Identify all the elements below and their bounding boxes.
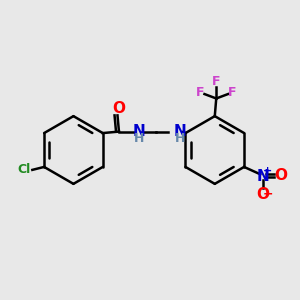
Text: Cl: Cl bbox=[18, 164, 31, 176]
Text: N: N bbox=[256, 169, 269, 184]
Text: O: O bbox=[274, 168, 287, 183]
Text: +: + bbox=[263, 166, 273, 176]
Text: F: F bbox=[196, 86, 205, 99]
Text: F: F bbox=[228, 86, 236, 99]
Text: H: H bbox=[134, 132, 144, 145]
Text: N: N bbox=[132, 124, 145, 139]
Text: −: − bbox=[263, 187, 273, 200]
Text: H: H bbox=[175, 132, 185, 145]
Text: N: N bbox=[173, 124, 186, 139]
Text: F: F bbox=[212, 76, 220, 88]
Text: O: O bbox=[256, 188, 269, 202]
Text: O: O bbox=[112, 101, 125, 116]
